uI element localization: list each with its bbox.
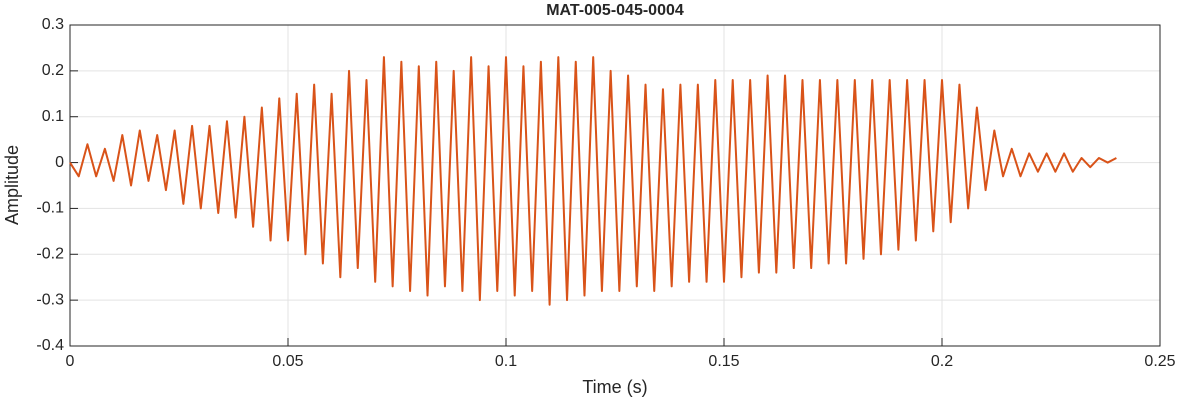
data-line <box>69 56 1117 306</box>
x-tick-label: 0.05 <box>272 353 303 370</box>
y-tick-label: 0 <box>55 154 64 171</box>
y-tick-label: -0.1 <box>36 200 64 217</box>
x-tick-label: 0.1 <box>495 353 517 370</box>
x-tick-label: 0 <box>66 353 75 370</box>
chart-title: MAT-005-045-0004 <box>546 2 684 19</box>
y-tick-label: 0.3 <box>42 16 64 33</box>
y-tick-label: -0.4 <box>36 337 64 354</box>
y-tick-label: 0.1 <box>42 108 64 125</box>
x-axis-label: Time (s) <box>582 377 647 397</box>
x-tick-label: 0.25 <box>1144 353 1175 370</box>
y-axis-label: Amplitude <box>2 145 22 225</box>
y-tick-label: -0.2 <box>36 246 64 263</box>
plot-frame <box>69 24 1161 347</box>
x-tick-label: 0.15 <box>708 353 739 370</box>
y-tick-label: -0.3 <box>36 291 64 308</box>
y-tick-label: 0.2 <box>42 62 64 79</box>
x-tick-label: 0.2 <box>931 353 953 370</box>
